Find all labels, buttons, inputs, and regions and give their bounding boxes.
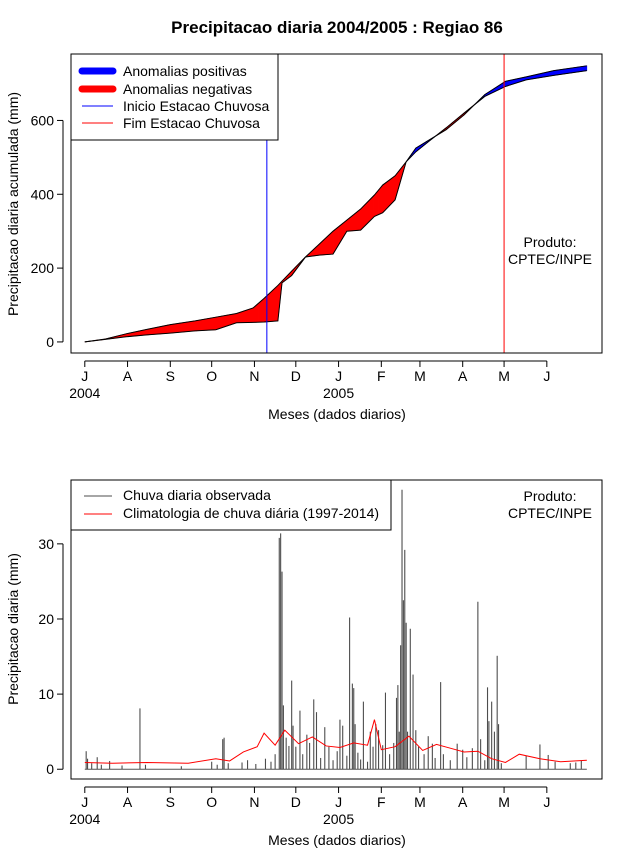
y-tick-label: 20: [38, 611, 54, 627]
x-tick-label: O: [206, 794, 217, 810]
legend-label-observed: Chuva diaria observada: [123, 487, 271, 503]
plot-frame-top: [70, 53, 603, 354]
legend-label-positive: Anomalias positivas: [123, 63, 247, 79]
x-tick-label: A: [123, 368, 133, 384]
legend-label-negative: Anomalias negativas: [123, 81, 252, 97]
x-tick-label: F: [377, 368, 386, 384]
x-tick-label: J: [335, 368, 342, 384]
x-tick-label: M: [498, 368, 510, 384]
legend-label-climatology: Climatologia de chuva diária (1997-2014): [123, 505, 379, 521]
climatology-cumulative-line: [84, 70, 587, 343]
year-label: 2004: [69, 811, 100, 827]
x-tick-label: J: [335, 794, 342, 810]
y-axis-label-top: Precipitacao diaria acumulada (mm): [5, 92, 21, 316]
y-tick-label: 0: [46, 761, 54, 777]
x-tick-label: J: [81, 368, 88, 384]
year-label: 2005: [323, 385, 354, 401]
x-tick-label: O: [206, 368, 217, 384]
cumulative-panel: Precipitacao diaria 2004/2005 : Regiao 8…: [5, 18, 603, 422]
x-axis-label-top: Meses (dados diarios): [268, 406, 406, 422]
annotation-line-2-bottom: CPTEC/INPE: [508, 505, 592, 521]
x-tick-label: A: [123, 794, 133, 810]
legend-top: Anomalias positivas Anomalias negativas …: [70, 53, 279, 141]
legend-label-onset: Inicio Estacao Chuvosa: [123, 98, 270, 114]
y-tick-label: 400: [31, 186, 55, 202]
annotation-line-2-top: CPTEC/INPE: [508, 251, 592, 267]
anomaly-positive-segment: [585, 65, 588, 72]
year-label: 2004: [69, 385, 100, 401]
x-tick-label: A: [458, 368, 468, 384]
y-tick-label: 30: [38, 536, 54, 552]
x-tick-label: S: [166, 368, 175, 384]
x-tick-label: D: [291, 368, 301, 384]
year-label: 2005: [323, 811, 354, 827]
annotation-line-1-bottom: Produto:: [524, 488, 577, 504]
x-tick-label: M: [414, 794, 426, 810]
x-tick-label: N: [249, 368, 259, 384]
x-tick-label: M: [414, 368, 426, 384]
y-tick-label: 0: [46, 334, 54, 350]
x-tick-label: D: [291, 794, 301, 810]
x-tick-label: J: [81, 794, 88, 810]
observed-cumulative-line: [84, 65, 587, 343]
legend-label-end: Fim Estacao Chuvosa: [123, 115, 260, 131]
x-tick-label: N: [249, 794, 259, 810]
y-axis-label-bottom: Precipitacao diaria (mm): [5, 553, 21, 705]
chart-title: Precipitacao diaria 2004/2005 : Regiao 8…: [171, 18, 503, 37]
y-tick-label: 600: [31, 112, 55, 128]
x-tick-label: F: [377, 794, 386, 810]
x-axis-label-bottom: Meses (dados diarios): [268, 832, 406, 848]
x-tick-label: A: [458, 794, 468, 810]
x-tick-label: M: [498, 794, 510, 810]
x-tick-label: J: [543, 794, 550, 810]
x-tick-label: J: [543, 368, 550, 384]
legend-bottom: Chuva diaria observada Climatologia de c…: [70, 479, 392, 531]
annotation-line-1-top: Produto:: [524, 234, 577, 250]
climatology-daily-line: [84, 719, 587, 764]
y-tick-label: 10: [38, 686, 54, 702]
x-tick-label: S: [166, 794, 175, 810]
y-tick-label: 200: [31, 260, 55, 276]
legend-box-bottom: [70, 479, 392, 531]
